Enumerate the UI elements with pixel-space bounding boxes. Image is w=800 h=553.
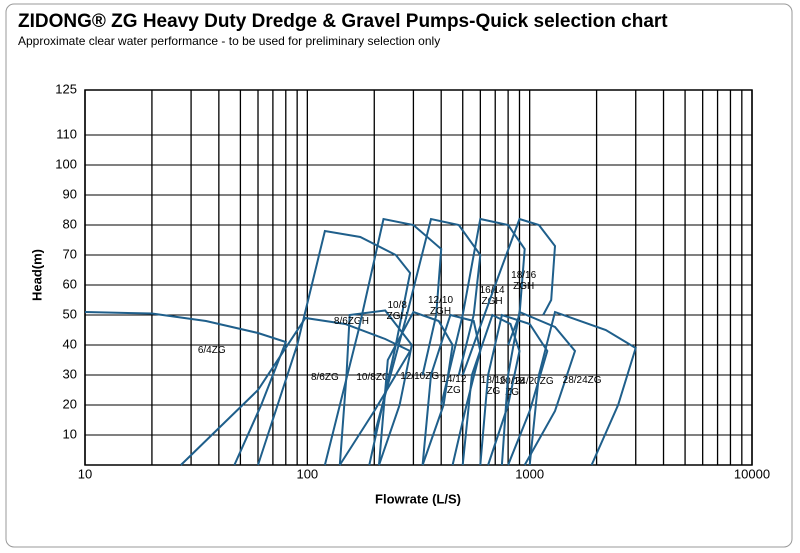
pump-curve	[528, 310, 637, 466]
curve-label-box: 6/4ZG	[197, 344, 226, 356]
curve-label: 20/18 ZG	[499, 375, 525, 398]
y-tick-label: 80	[63, 216, 77, 231]
y-tick-label: 50	[63, 306, 77, 321]
y-tick-label: 20	[63, 396, 77, 411]
curve-label-box: 18/16 ZG	[480, 374, 506, 397]
pump-curve	[378, 310, 454, 466]
y-tick-label: 30	[63, 366, 77, 381]
y-tick-label: 125	[55, 81, 77, 96]
curve-label-box: 8/6ZG	[310, 371, 339, 383]
chart-title: ZIDONG® ZG Heavy Duty Dredge & Gravel Pu…	[18, 11, 668, 32]
y-tick-label: 70	[63, 246, 77, 261]
curve-label: 14/12 ZG	[441, 374, 467, 397]
plot-border	[84, 89, 753, 466]
y-tick-label: 60	[63, 276, 77, 291]
curve-label: 8/6ZGH	[333, 316, 369, 327]
x-tick-label: 1000	[515, 466, 544, 481]
curve-label-box: 28/24ZG	[562, 374, 602, 386]
curve-label-box: 10/8 ZGH	[386, 300, 408, 323]
curve-label: 10/8ZG	[356, 371, 390, 383]
curve-label: 24/20ZG	[514, 375, 554, 387]
curve-label-box: 16/14 ZGH	[479, 285, 505, 308]
pump-curve	[479, 313, 549, 466]
curve-label-box: 24/20ZG	[514, 375, 554, 387]
curve-label: 12/10 ZGH	[428, 294, 454, 317]
curve-label: 8/6ZG	[310, 371, 339, 383]
curve-label-box: 20/18 ZG	[499, 375, 525, 398]
curve-label-box: 12/10 ZGH	[428, 294, 454, 317]
pump-curve	[421, 313, 482, 466]
y-tick-label: 40	[63, 336, 77, 351]
x-tick-label: 10000	[734, 466, 770, 481]
curve-label-box: 10/8ZG	[356, 371, 390, 383]
curve-label-box: 14/12 ZG	[441, 374, 467, 397]
pump-curve	[500, 310, 577, 466]
x-axis-label: Flowrate (L/S)	[375, 491, 461, 506]
pump-curve	[440, 217, 526, 406]
pump-curve	[373, 217, 482, 436]
chart-subtitle: Approximate clear water performance - to…	[18, 34, 440, 48]
y-tick-label: 100	[55, 156, 77, 171]
pump-curve	[461, 313, 521, 466]
y-tick-label: 10	[63, 426, 77, 441]
x-tick-label: 10	[78, 466, 92, 481]
y-tick-label: 110	[56, 126, 77, 141]
frame	[5, 3, 793, 548]
curve-label: 10/8 ZGH	[386, 300, 408, 323]
curve-label-box: 8/6ZGH	[333, 316, 369, 327]
curve-label: 18/16 ZGH	[511, 269, 537, 292]
pump-curve	[84, 311, 288, 466]
pump-curve	[323, 217, 443, 466]
curve-label: 16/14 ZGH	[479, 285, 505, 308]
curve-label-box: 12/10ZG	[400, 370, 440, 382]
pump-curve	[180, 316, 412, 466]
curve-label: 6/4ZG	[197, 344, 226, 356]
y-tick-label: 90	[63, 186, 77, 201]
pump-curve	[461, 217, 557, 376]
curve-label: 28/24ZG	[562, 374, 602, 386]
curve-label: 18/16 ZG	[480, 374, 506, 397]
curve-label: 12/10ZG	[400, 370, 440, 382]
curve-label-box: 18/16 ZGH	[511, 269, 537, 292]
x-tick-label: 100	[296, 466, 318, 481]
y-axis-label: Head(m)	[29, 249, 44, 301]
